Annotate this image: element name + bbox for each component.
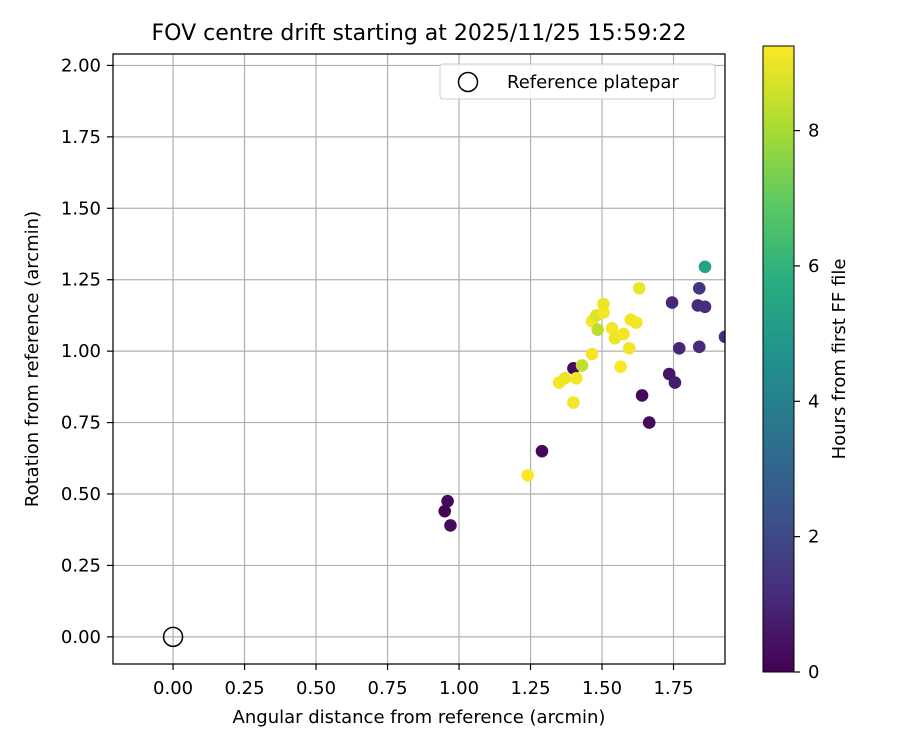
- plot-frame: [112, 53, 726, 665]
- scatter-point: [558, 371, 572, 385]
- scatter-point: [521, 469, 534, 482]
- x-tick-label: 1.25: [510, 678, 550, 699]
- scatter-point: [438, 504, 452, 518]
- legend-label-reference: Reference platepar: [507, 72, 679, 93]
- colorbar-tick-label: 4: [808, 391, 819, 412]
- scatter-point: [441, 494, 454, 508]
- y-tick-label: 2.00: [61, 55, 101, 76]
- x-axis-label: Angular distance from reference (arcmin): [233, 707, 606, 728]
- scatter-point: [585, 347, 599, 361]
- scatter-point: [665, 296, 679, 309]
- y-tick-label: 0.50: [61, 484, 101, 505]
- scatter-point: [632, 281, 646, 295]
- x-tick-label: 0.00: [153, 678, 193, 699]
- legend-box: [439, 63, 716, 100]
- y-tick-label: 1.50: [61, 198, 101, 219]
- y-tick-label: 1.00: [61, 341, 101, 362]
- scatter-point: [591, 323, 605, 337]
- colorbar-tick-label: 8: [808, 121, 819, 142]
- scatter-point: [622, 341, 636, 355]
- scatter-point: [597, 306, 610, 319]
- colorbar-label: Hours from first FF file: [829, 259, 850, 460]
- x-tick-label: 0.50: [296, 678, 336, 699]
- scatter-point: [535, 444, 549, 458]
- y-tick-label: 0.75: [61, 413, 101, 434]
- scatter-point: [635, 389, 649, 402]
- grid-lines: [113, 54, 725, 664]
- scatter-point: [569, 371, 583, 385]
- scatter-point: [617, 327, 630, 341]
- x-tick-label: 1.00: [439, 678, 479, 699]
- x-tick-label: 1.50: [582, 678, 622, 699]
- scatter-point: [698, 260, 712, 274]
- scatter-point: [698, 300, 712, 314]
- x-tick-label: 0.25: [225, 678, 265, 699]
- scatter-point: [642, 416, 656, 429]
- scatter-point: [575, 359, 589, 372]
- colorbar: 0 2 4 6 8 Hours from first FF file: [762, 45, 850, 683]
- data-points: [162, 260, 725, 648]
- scatter-point: [718, 330, 725, 344]
- scatter-point: [605, 321, 619, 335]
- x-tick-label: 1.75: [653, 678, 693, 699]
- scatter-point: [614, 360, 627, 374]
- y-tick-label: 1.25: [61, 270, 101, 291]
- colorbar-gradient: [762, 45, 795, 673]
- colorbar-tick-label: 2: [808, 527, 819, 548]
- scatter-point: [672, 341, 686, 355]
- colorbar-tick-label: 6: [808, 256, 819, 277]
- scatter-point: [444, 519, 457, 532]
- scatter-point: [692, 281, 706, 295]
- scatter-point: [692, 340, 706, 354]
- legend: Reference platepar: [439, 63, 716, 100]
- scatter-series: [162, 260, 725, 648]
- scatter-point: [668, 376, 682, 389]
- x-axis-ticks: 0.00 0.25 0.50 0.75 1.00 1.25 1.50 1.75: [153, 664, 694, 699]
- colorbar-ticks: 0 2 4 6 8: [794, 121, 819, 683]
- scatter-point: [567, 396, 580, 409]
- legend-marker-reference: [457, 71, 479, 93]
- y-tick-label: 1.75: [61, 127, 101, 148]
- scatter-point: [630, 316, 643, 329]
- x-tick-label: 0.75: [368, 678, 408, 699]
- y-tick-label: 0.25: [61, 555, 101, 576]
- y-axis-label: Rotation from reference (arcmin): [22, 211, 43, 507]
- reference-platepar-point: [162, 626, 184, 648]
- colorbar-tick-label: 0: [808, 662, 819, 683]
- y-axis-ticks: 0.00 0.25 0.50 0.75 1.00 1.25 1.50 1.75 2.00: [61, 55, 113, 648]
- y-tick-label: 0.00: [61, 627, 101, 648]
- chart-title: FOV centre drift starting at 2025/11/25 …: [152, 21, 687, 46]
